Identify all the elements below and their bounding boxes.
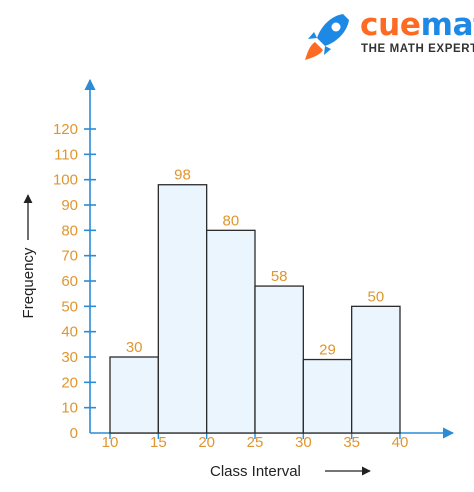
bar-value-label: 50 (367, 288, 384, 305)
y-axis-ticks: 0 10 20 30 40 50 60 70 80 90 100 110 120 (53, 121, 96, 442)
histogram-bar (109, 356, 159, 434)
bar-value-label: 29 (319, 342, 336, 359)
y-tick-label: 100 (53, 172, 78, 189)
x-tick-label: 10 (102, 434, 119, 451)
brand-name-cue: cue (360, 7, 421, 43)
y-axis-title-group: Frequency (20, 194, 37, 318)
svg-text:cuemath: cuemath (360, 7, 474, 43)
y-tick-label: 90 (61, 197, 78, 214)
rocket-icon (305, 14, 349, 60)
histogram-bars (109, 184, 401, 434)
histogram-bar (302, 358, 353, 434)
x-axis-ticks: 10 15 20 25 30 35 40 (102, 433, 409, 451)
bar-value-label: 80 (222, 212, 239, 229)
x-tick-label: 30 (295, 434, 312, 451)
x-tick-label: 35 (343, 434, 360, 451)
x-axis-title-group: Class Interval (210, 463, 371, 480)
y-tick-label: 80 (61, 222, 78, 239)
histogram-bar (206, 229, 256, 434)
x-tick-label: 40 (392, 434, 409, 451)
y-tick-label: 50 (61, 298, 78, 315)
brand-tagline: THE MATH EXPERT (361, 43, 474, 55)
x-tick-label: 20 (198, 434, 215, 451)
y-tick-label: 20 (61, 374, 78, 391)
brand-name-math: math (421, 7, 474, 43)
bar-value-labels: 30 98 80 58 29 50 (126, 167, 384, 359)
x-tick-label: 15 (150, 434, 167, 451)
y-tick-label: 60 (61, 273, 78, 290)
bar-value-label: 30 (126, 339, 143, 356)
y-tick-label: 0 (70, 425, 78, 442)
y-tick-label: 110 (54, 146, 78, 163)
x-axis-title: Class Interval (210, 463, 301, 480)
histogram-bar (254, 285, 304, 434)
x-tick-label: 25 (247, 434, 264, 451)
histogram-bar (351, 305, 401, 434)
bar-value-label: 58 (271, 268, 288, 285)
y-tick-label: 40 (61, 324, 78, 341)
histogram-bar (157, 184, 208, 434)
y-axis-title: Frequency (20, 247, 37, 318)
y-tick-label: 10 (61, 400, 78, 417)
y-tick-label: 30 (61, 349, 78, 366)
brand-logo: cuemath THE MATH EXPERT (305, 7, 474, 60)
y-tick-label: 70 (61, 248, 78, 265)
bar-value-label: 98 (174, 167, 191, 184)
y-tick-label: 120 (53, 121, 78, 138)
